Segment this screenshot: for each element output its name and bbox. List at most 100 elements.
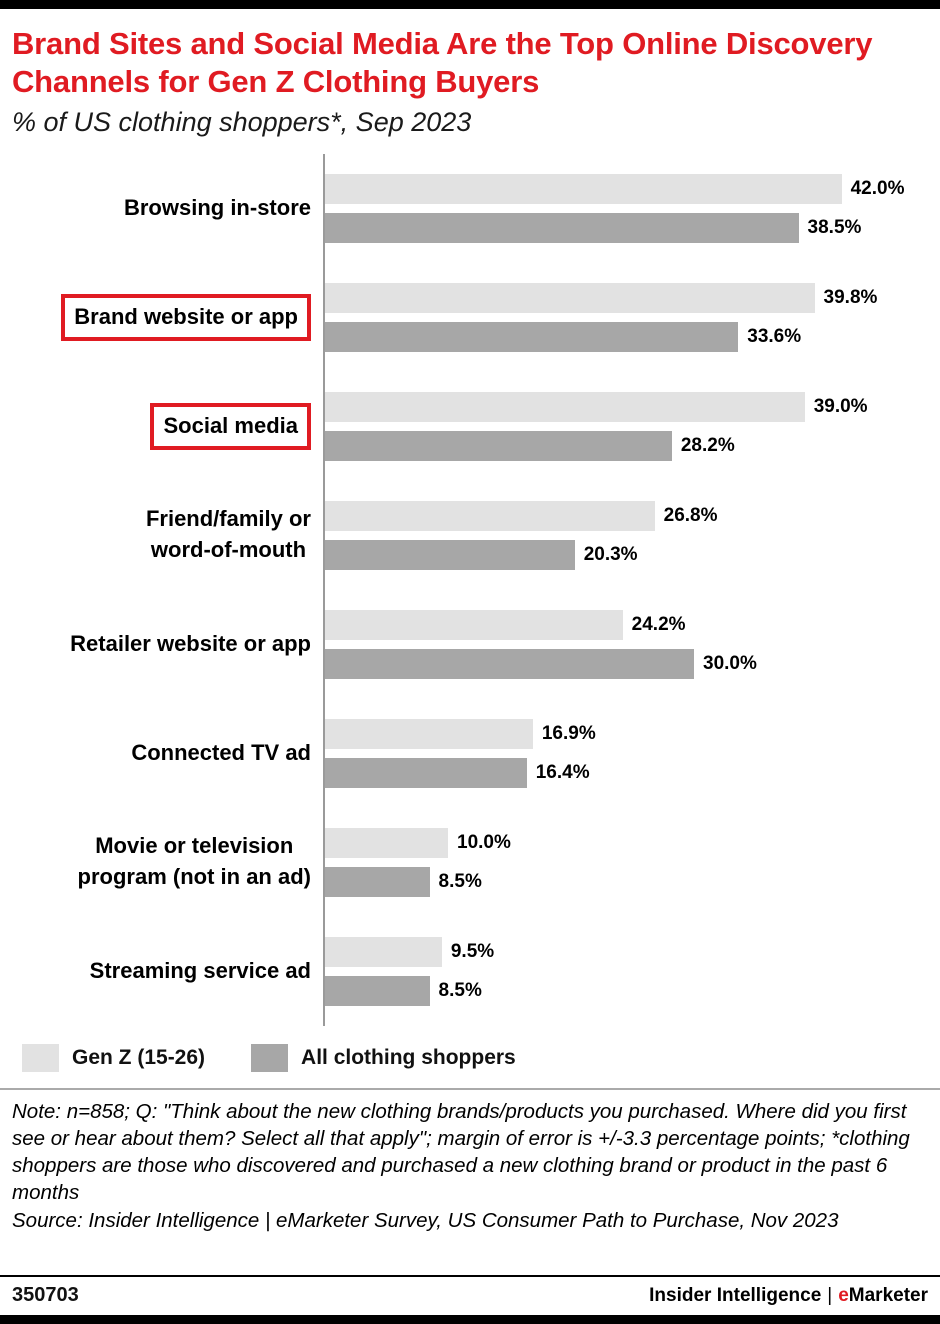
bar-line-all: 20.3% [325, 539, 940, 570]
category-label-cell: Friend/family or word-of-mouth [0, 504, 323, 566]
legend-item-genz: Gen Z (15-26) [22, 1043, 206, 1072]
chart-title: Brand Sites and Social Media Are the Top… [12, 26, 873, 99]
category-label-cell: Streaming service ad [0, 956, 323, 987]
bar-line-genz: 42.0% [325, 173, 940, 204]
brand-logo: Insider Intelligence | eMarketer [649, 1285, 928, 1307]
legend-item-all: All clothing shoppers [251, 1043, 516, 1072]
plot-cell: 39.8% 33.6% [323, 262, 940, 372]
legend: Gen Z (15-26) All clothing shoppers [0, 1026, 940, 1088]
bar-value-genz: 24.2% [631, 613, 686, 635]
bar-line-genz: 39.0% [325, 391, 940, 422]
bar-value-all: 16.4% [535, 761, 590, 783]
bar-value-genz: 9.5% [450, 940, 495, 962]
bar-all [325, 975, 430, 1006]
bar-all [325, 539, 575, 570]
bar-genz [325, 282, 815, 313]
category-label-cell: Retailer website or app [0, 629, 323, 660]
chart-row: Friend/family or word-of-mouth 26.8% 20.… [0, 480, 940, 590]
chart-row: Brand website or app 39.8% 33.6% [0, 262, 940, 372]
chart-row: Social media 39.0% 28.2% [0, 371, 940, 481]
category-label-cell: Browsing in-store [0, 193, 323, 224]
bar-value-genz: 16.9% [541, 722, 596, 744]
category-label: Streaming service ad [89, 957, 311, 983]
chart-id: 350703 [12, 1284, 79, 1306]
bar-line-all: 33.6% [325, 321, 940, 352]
bar-line-all: 30.0% [325, 648, 940, 679]
category-label: Browsing in-store [123, 194, 311, 220]
category-label: Movie or television program (not in an a… [77, 833, 311, 890]
chart-row: Streaming service ad 9.5% 8.5% [0, 916, 940, 1026]
plot-cell: 39.0% 28.2% [323, 371, 940, 481]
bar-all [325, 648, 694, 679]
bar-line-genz: 24.2% [325, 609, 940, 640]
bar-genz [325, 827, 448, 858]
plot-cell: 26.8% 20.3% [323, 480, 940, 590]
bar-genz [325, 500, 655, 531]
chart-header: Brand Sites and Social Media Are the Top… [0, 9, 940, 144]
bar-all [325, 212, 799, 243]
bar-line-genz: 16.9% [325, 718, 940, 749]
plot-cell: 10.0% 8.5% [323, 807, 940, 917]
bar-line-all: 28.2% [325, 430, 940, 461]
category-label: Social media [150, 402, 311, 450]
legend-label-all: All clothing shoppers [301, 1045, 516, 1069]
brand-product-e: e [838, 1284, 849, 1306]
bar-value-all: 20.3% [583, 543, 638, 565]
note-text: Note: n=858; Q: "Think about the new clo… [12, 1099, 910, 1205]
chart-row: Movie or television program (not in an a… [0, 807, 940, 917]
bar-value-genz: 42.0% [850, 177, 905, 199]
footer-bar: 350703 Insider Intelligence | eMarketer [0, 1275, 940, 1315]
bar-value-all: 28.2% [680, 434, 735, 456]
bar-all [325, 866, 430, 897]
chart-row: Browsing in-store 42.0% 38.5% [0, 153, 940, 263]
category-label-cell: Movie or television program (not in an a… [0, 831, 323, 893]
bar-value-all: 8.5% [438, 870, 482, 892]
category-label: Retailer website or app [70, 630, 311, 656]
bar-line-all: 8.5% [325, 975, 940, 1006]
brand-product-rest: Marketer [848, 1284, 928, 1306]
bar-genz [325, 609, 623, 640]
bar-line-genz: 10.0% [325, 827, 940, 858]
bar-all [325, 321, 739, 352]
bar-value-genz: 39.8% [823, 286, 878, 308]
bar-value-genz: 39.0% [813, 395, 868, 417]
bar-genz [325, 936, 442, 967]
bar-line-genz: 9.5% [325, 936, 940, 967]
bar-value-genz: 26.8% [663, 504, 718, 526]
brand-separator: | [827, 1284, 833, 1306]
chart-rows: Browsing in-store 42.0% 38.5% Brand webs… [0, 144, 940, 1026]
bar-value-all: 33.6% [747, 325, 802, 347]
bar-value-all: 8.5% [438, 979, 482, 1001]
bar-value-all: 30.0% [703, 652, 757, 674]
bar-genz [325, 718, 533, 749]
plot-cell: 9.5% 8.5% [323, 916, 940, 1026]
plot-cell: 16.9% 16.4% [323, 698, 940, 808]
bar-all [325, 757, 527, 788]
category-label-cell: Brand website or app [0, 293, 323, 341]
source-text: Source: Insider Intelligence | eMarketer… [12, 1208, 839, 1232]
chart-row: Connected TV ad 16.9% 16.4% [0, 698, 940, 808]
bar-line-all: 8.5% [325, 866, 940, 897]
bar-line-all: 16.4% [325, 757, 940, 788]
chart-subtitle: % of US clothing shoppers*, Sep 2023 [12, 106, 472, 137]
bar-line-genz: 39.8% [325, 282, 940, 313]
plot-cell: 24.2% 30.0% [323, 589, 940, 699]
legend-swatch-genz [22, 1043, 59, 1072]
legend-label-genz: Gen Z (15-26) [72, 1045, 206, 1069]
bar-genz [325, 173, 842, 204]
legend-swatch-all [251, 1043, 289, 1072]
category-label: Connected TV ad [131, 739, 311, 765]
brand-company: Insider Intelligence [649, 1284, 822, 1306]
chart-row: Retailer website or app 24.2% 30.0% [0, 589, 940, 699]
category-label: Friend/family or word-of-mouth [145, 506, 311, 563]
category-label: Brand website or app [61, 293, 311, 341]
notes-section: Note: n=858; Q: "Think about the new clo… [0, 1087, 940, 1275]
bar-value-genz: 10.0% [457, 831, 511, 853]
category-label-cell: Social media [0, 402, 323, 450]
bar-line-genz: 26.8% [325, 500, 940, 531]
category-label-cell: Connected TV ad [0, 738, 323, 769]
bar-genz [325, 391, 805, 422]
bar-all [325, 430, 672, 461]
bar-value-all: 38.5% [807, 216, 862, 238]
